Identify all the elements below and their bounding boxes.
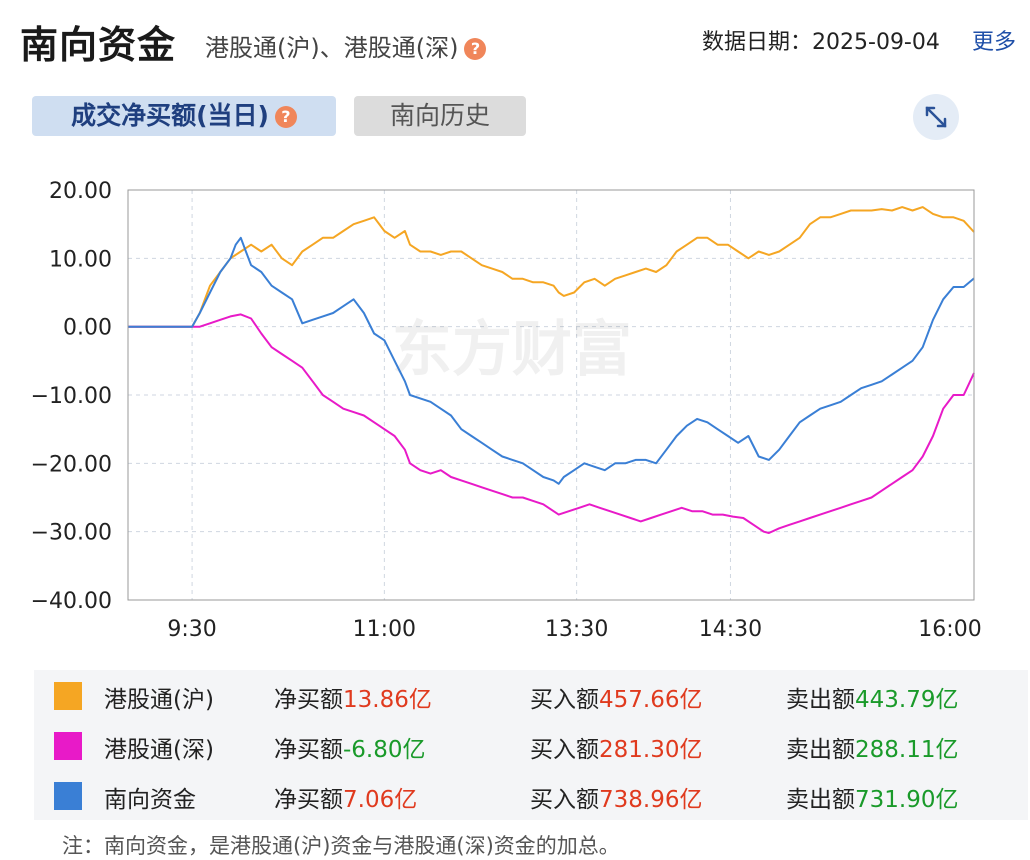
legend-name: 港股通(深) [104, 737, 214, 763]
legend-row-hgt-sh: 港股通(沪) 净买额13.86亿 买入额457.66亿 卖出额443.79亿 [34, 670, 1028, 720]
y-tick-label: −10.00 [31, 384, 112, 409]
buy-label: 买入额 [530, 737, 599, 763]
page-subtitle: 港股通(沪)、港股通(深)? [205, 28, 487, 63]
tab-label: 南向历史 [389, 101, 490, 130]
net-buy: 净买额7.06亿 [274, 780, 417, 814]
page-title: 南向资金 [20, 23, 177, 67]
net-label: 净买额 [274, 787, 343, 813]
sell-amount: 卖出额288.11亿 [786, 730, 958, 764]
expand-arrows-icon [925, 106, 947, 128]
expand-button[interactable] [913, 94, 959, 140]
x-tick-label: 16:00 [918, 617, 981, 642]
plot-frame [127, 189, 975, 601]
watermark: 东方财富 [392, 315, 632, 385]
buy-amount: 买入额281.30亿 [530, 730, 702, 764]
sell-value: 443.79亿 [855, 687, 959, 713]
legend-table: 港股通(沪) 净买额13.86亿 买入额457.66亿 卖出额443.79亿 港… [34, 670, 1028, 820]
legend-swatch [54, 782, 82, 810]
y-tick-label: 20.00 [49, 179, 112, 204]
buy-amount: 买入额738.96亿 [530, 780, 702, 814]
question-icon[interactable]: ? [464, 38, 487, 60]
date-value: 2025-09-04 [812, 30, 940, 55]
net-value: 13.86亿 [343, 687, 432, 713]
buy-value: 457.66亿 [599, 687, 703, 713]
sell-amount: 卖出额443.79亿 [786, 680, 958, 714]
x-axis-labels: 9:30 11:00 13:30 14:30 16:00 [167, 617, 981, 642]
legend-name: 港股通(沪) [104, 687, 214, 713]
question-icon[interactable]: ? [274, 106, 297, 128]
tab-label: 成交净买额(当日) [71, 101, 269, 130]
y-tick-label: 10.00 [49, 247, 112, 272]
y-axis-labels: 20.00 10.00 0.00 −10.00 −20.00 −30.00 −40.00 [31, 179, 112, 614]
sell-amount: 卖出额731.90亿 [786, 780, 958, 814]
subtitle-text: 港股通(沪)、港股通(深) [205, 34, 459, 62]
buy-value: 281.30亿 [599, 737, 703, 763]
legend-row-southbound: 南向资金 净买额7.06亿 买入额738.96亿 卖出额731.90亿 [34, 770, 1028, 820]
series-line-hgt-sh [128, 206, 975, 328]
net-label: 净买额 [274, 687, 343, 713]
y-tick-label: −20.00 [31, 452, 112, 477]
x-tick-label: 9:30 [167, 617, 216, 642]
sell-label: 卖出额 [786, 737, 855, 763]
legend-name: 南向资金 [104, 787, 196, 813]
data-date: 数据日期：2025-09-04 [702, 24, 940, 56]
sell-label: 卖出额 [786, 787, 855, 813]
x-tick-label: 11:00 [353, 617, 416, 642]
buy-label: 买入额 [530, 687, 599, 713]
series-line-hgt-sz [128, 313, 975, 534]
net-label: 净买额 [274, 737, 343, 763]
tab-net-buy-today[interactable]: 成交净买额(当日)? [32, 96, 336, 136]
more-link[interactable]: 更多 [972, 30, 1017, 55]
southbound-flow-chart: 东方财富 20.00 10.00 0.00 −10.00 −20.00 −30.00 −40… [31, 179, 982, 642]
y-tick-label: −30.00 [31, 521, 112, 546]
footnote: 注：南向资金，是港股通(沪)资金与港股通(深)资金的加总。 [62, 834, 620, 858]
y-tick-label: −40.00 [31, 589, 112, 614]
net-buy: 净买额-6.80亿 [274, 730, 426, 764]
legend-swatch [54, 732, 82, 760]
sell-label: 卖出额 [786, 687, 855, 713]
x-tick-label: 14:30 [699, 617, 762, 642]
buy-amount: 买入额457.66亿 [530, 680, 702, 714]
y-tick-label: 0.00 [63, 316, 112, 341]
series-lines [128, 206, 975, 534]
sell-value: 731.90亿 [855, 787, 959, 813]
tab-southbound-history[interactable]: 南向历史 [354, 96, 526, 136]
x-tick-label: 13:30 [545, 617, 608, 642]
buy-value: 738.96亿 [599, 787, 703, 813]
sell-value: 288.11亿 [855, 737, 959, 763]
header: 南向资金 港股通(沪)、港股通(深)? 数据日期：2025-09-04 更多 [0, 0, 1030, 80]
net-value: -6.80亿 [343, 737, 426, 763]
date-label: 数据日期： [702, 30, 813, 55]
net-buy: 净买额13.86亿 [274, 680, 432, 714]
chart-grid [128, 190, 974, 600]
legend-swatch [54, 682, 82, 710]
series-line-southbound [128, 236, 975, 485]
buy-label: 买入额 [530, 787, 599, 813]
net-value: 7.06亿 [343, 787, 418, 813]
legend-row-hgt-sz: 港股通(深) 净买额-6.80亿 买入额281.30亿 卖出额288.11亿 [34, 720, 1028, 770]
